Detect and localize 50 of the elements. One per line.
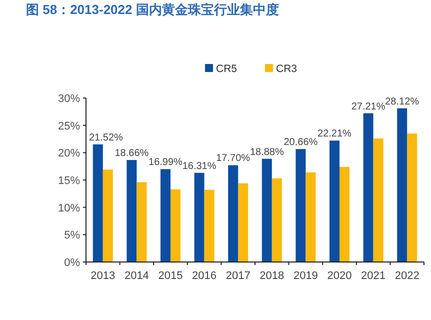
data-label: 27.21% <box>351 101 386 112</box>
bar <box>228 165 238 262</box>
bar <box>373 138 384 262</box>
y-tick-label: 0% <box>64 257 80 269</box>
legend-label: CR5 <box>216 63 238 75</box>
bar <box>296 149 306 262</box>
x-tick-label: 2016 <box>192 270 217 282</box>
x-tick-label: 2020 <box>327 270 352 282</box>
y-tick-label: 30% <box>58 93 80 105</box>
data-label: 16.99% <box>148 157 183 168</box>
x-tick-label: 2018 <box>260 270 284 282</box>
x-tick-label: 2013 <box>90 270 116 282</box>
data-label: 22.21% <box>318 128 352 140</box>
bar <box>194 172 204 262</box>
y-tick-label: 25% <box>58 120 80 132</box>
bar <box>170 189 180 262</box>
chart-title: 图 58：2013-2022 国内黄金珠宝行业集中度 <box>26 2 279 17</box>
bar <box>238 183 248 262</box>
bar <box>262 158 272 262</box>
bar <box>126 160 137 262</box>
data-label: 20.66% <box>284 137 318 148</box>
data-label: 18.66% <box>114 148 149 159</box>
y-tick-label: 15% <box>58 175 80 187</box>
legend-label: CR3 <box>276 63 298 75</box>
bar <box>204 190 214 262</box>
data-label: 28.12% <box>385 96 420 108</box>
data-label: 18.88% <box>250 146 284 158</box>
bar <box>160 169 170 262</box>
data-label: 17.70% <box>216 153 250 164</box>
bar <box>330 140 340 262</box>
bar <box>136 182 147 262</box>
bar <box>306 172 316 262</box>
x-tick-label: 2014 <box>124 270 149 282</box>
data-label: 16.31% <box>182 160 216 172</box>
bar <box>397 108 408 262</box>
bar <box>407 134 418 262</box>
data-label: 21.52% <box>89 132 124 144</box>
x-tick-label: 2017 <box>226 270 250 282</box>
bar <box>102 170 113 262</box>
bar <box>92 144 103 262</box>
x-tick-label: 2019 <box>293 270 318 282</box>
x-tick-label: 2015 <box>158 270 183 282</box>
y-tick-label: 5% <box>64 230 80 242</box>
x-tick-label: 2022 <box>394 270 420 282</box>
bar <box>363 113 374 262</box>
x-tick-label: 2021 <box>361 270 386 282</box>
bar <box>340 166 350 262</box>
y-tick-label: 20% <box>58 148 80 160</box>
y-tick-label: 10% <box>58 202 80 214</box>
bar <box>272 178 282 262</box>
